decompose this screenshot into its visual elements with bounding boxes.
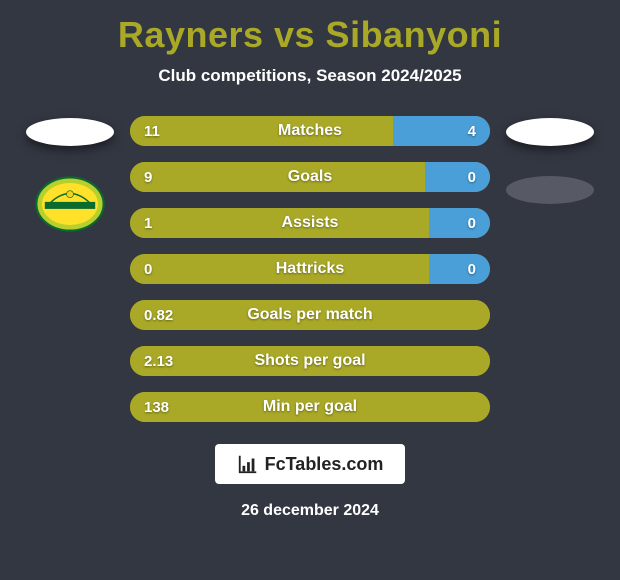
stat-label: Goals per match: [130, 300, 490, 330]
right-badge-column: [490, 116, 610, 438]
stat-bars: 114Matches 90Goals 10Assists 00Hattricks 0.8…: [130, 116, 490, 438]
chart-icon: [237, 453, 259, 475]
stat-label: Min per goal: [130, 392, 490, 422]
stat-row: 00Hattricks: [130, 254, 490, 284]
page-title: Rayners vs Sibanyoni: [0, 0, 620, 56]
footer-date: 26 december 2024: [0, 502, 620, 520]
stat-row: 10Assists: [130, 208, 490, 238]
stat-label: Hattricks: [130, 254, 490, 284]
stat-label: Matches: [130, 116, 490, 146]
subtitle: Club competitions, Season 2024/2025: [0, 66, 620, 86]
stat-label: Goals: [130, 162, 490, 192]
stat-row: 0.82Goals per match: [130, 300, 490, 330]
left-club-badge: [35, 176, 105, 232]
stat-row: 114Matches: [130, 116, 490, 146]
stat-row: 138Min per goal: [130, 392, 490, 422]
comparison-area: 114Matches 90Goals 10Assists 00Hattricks 0.8…: [0, 116, 620, 438]
right-club-ellipse-placeholder: [506, 176, 594, 204]
footer-brand-logo: FcTables.com: [215, 444, 405, 484]
stat-row: 2.13Shots per goal: [130, 346, 490, 376]
stat-label: Shots per goal: [130, 346, 490, 376]
stat-row: 90Goals: [130, 162, 490, 192]
footer-brand-text: FcTables.com: [265, 454, 384, 475]
stat-label: Assists: [130, 208, 490, 238]
left-badge-column: [10, 116, 130, 438]
right-player-ellipse: [506, 118, 594, 146]
left-player-ellipse: [26, 118, 114, 146]
sundowns-badge-icon: [35, 176, 105, 232]
